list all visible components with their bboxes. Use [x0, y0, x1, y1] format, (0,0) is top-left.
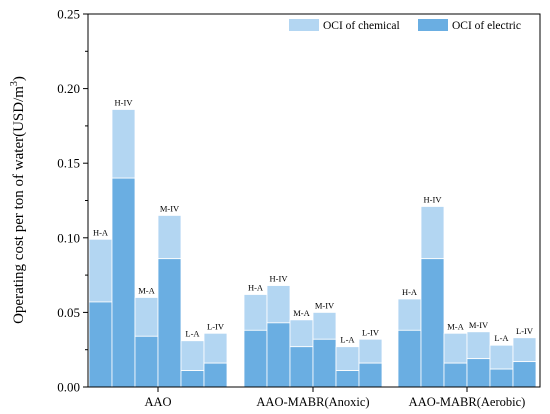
x-tick-label: AAO	[144, 395, 171, 409]
bar-label: L-A	[340, 335, 355, 345]
bar-label: L-IV	[362, 327, 380, 337]
legend-swatch-electric	[418, 19, 448, 31]
bar-chemical-AAO-MABR(Aerobic)-L-A	[489, 344, 514, 370]
bar-label: H-A	[248, 282, 264, 292]
bar-chemical-AAO-MABR(Anoxic)-H-IV	[266, 285, 291, 324]
bar-label: M-A	[447, 321, 464, 331]
bar-electric-AAO-MABR(Anoxic)-H-IV	[266, 322, 291, 388]
bar-label: H-IV	[115, 97, 134, 107]
bar-electric-AAO-MABR(Anoxic)-H-A	[243, 329, 268, 388]
y-axis-label-sup: 3	[9, 81, 20, 86]
bar-chemical-AAO-M-IV	[157, 215, 182, 260]
bar-chemical-AAO-L-A	[180, 340, 205, 371]
legend-label-electric: OCI of electric	[452, 20, 521, 32]
bar-labels-layer: H-A H-IV M-A M-IV L-A L-IV H-A H-IV M-A M-IV L-A L-…	[93, 97, 534, 344]
bar-label: M-IV	[315, 300, 335, 310]
bar-chemical-AAO-MABR(Aerobic)-H-IV	[420, 206, 445, 260]
bar-chemical-AAO-H-A	[88, 238, 113, 303]
bar-electric-AAO-MABR(Anoxic)-L-A	[335, 370, 360, 388]
y-tick-label: 0.10	[57, 230, 80, 245]
bar-label: M-IV	[160, 203, 180, 213]
bar-label: H-IV	[424, 194, 443, 204]
bar-chemical-AAO-MABR(Anoxic)-H-A	[243, 294, 268, 331]
bar-label: L-A	[185, 329, 200, 339]
bar-chemical-AAO-MABR(Aerobic)-H-A	[397, 298, 422, 331]
y-tick-label: 0.00	[57, 380, 80, 395]
bar-chemical-AAO-MABR(Aerobic)-M-IV	[466, 331, 491, 360]
bar-chemical-AAO-MABR(Anoxic)-M-A	[289, 319, 314, 348]
bar-electric-AAO-L-IV	[203, 362, 228, 388]
y-tick-label: 0.05	[57, 305, 80, 320]
bar-chemical-AAO-MABR(Anoxic)-M-IV	[312, 311, 337, 340]
bar-electric-AAO-H-A	[88, 301, 113, 388]
y-tick-label: 0.20	[57, 81, 80, 96]
bar-electric-AAO-L-A	[180, 370, 205, 388]
bar-chemical-AAO-M-A	[134, 297, 159, 337]
y-tick-label: 0.15	[57, 156, 80, 171]
bar-electric-AAO-M-IV	[157, 258, 182, 388]
y-tick-label: 0.25	[57, 7, 80, 22]
bar-chemical-AAO-MABR(Anoxic)-L-IV	[358, 338, 383, 364]
bar-electric-AAO-MABR(Anoxic)-M-IV	[312, 338, 337, 388]
bar-chemical-AAO-MABR(Aerobic)-M-A	[443, 332, 468, 364]
x-tick-label: AAO-MABR(Anoxic)	[256, 395, 369, 409]
bar-electric-AAO-M-A	[134, 335, 159, 388]
bar-electric-AAO-H-IV	[111, 177, 136, 388]
bar-label: M-IV	[469, 320, 489, 330]
bar-chemical-AAO-MABR(Aerobic)-L-IV	[512, 337, 537, 363]
bar-chemical-AAO-H-IV	[111, 109, 136, 179]
bar-label: L-A	[494, 333, 509, 343]
legend-label-chemical: OCI of chemical	[323, 20, 400, 32]
bar-chemical-AAO-L-IV	[203, 332, 228, 364]
bar-electric-AAO-MABR(Aerobic)-M-A	[443, 362, 468, 388]
x-tick-label: AAO-MABR(Aerobic)	[409, 395, 526, 409]
bar-label: L-IV	[516, 326, 534, 336]
bars-layer	[88, 109, 537, 388]
bar-label: L-IV	[207, 321, 225, 331]
bar-electric-AAO-MABR(Anoxic)-M-A	[289, 346, 314, 388]
bar-label: H-IV	[270, 274, 289, 284]
legend-swatch-chemical	[289, 19, 319, 31]
y-axis-label-main: Operating cost per ton of water(USD/m	[11, 86, 27, 324]
bar-chemical-AAO-MABR(Anoxic)-L-A	[335, 346, 360, 371]
bar-label: M-A	[138, 285, 155, 295]
bar-electric-AAO-MABR(Aerobic)-M-IV	[466, 358, 491, 388]
bar-electric-AAO-MABR(Aerobic)-H-IV	[420, 258, 445, 388]
bar-electric-AAO-MABR(Aerobic)-L-A	[489, 368, 514, 388]
y-axis-label-close: )	[11, 76, 27, 81]
bar-label: H-A	[93, 227, 109, 237]
bar-label: M-A	[293, 308, 310, 318]
legend: OCI of chemical OCI of electric	[289, 19, 521, 32]
axis-layer: 0.00 0.05 0.10 0.15 0.20 0.25 AAO AAO-MABR(Anox…	[57, 7, 525, 410]
bar-label: H-A	[402, 287, 418, 297]
bar-electric-AAO-MABR(Anoxic)-L-IV	[358, 362, 383, 388]
bar-electric-AAO-MABR(Aerobic)-L-IV	[512, 361, 537, 388]
bar-electric-AAO-MABR(Aerobic)-H-A	[397, 329, 422, 388]
y-axis-label: Operating cost per ton of water(USD/m3)	[9, 76, 27, 324]
